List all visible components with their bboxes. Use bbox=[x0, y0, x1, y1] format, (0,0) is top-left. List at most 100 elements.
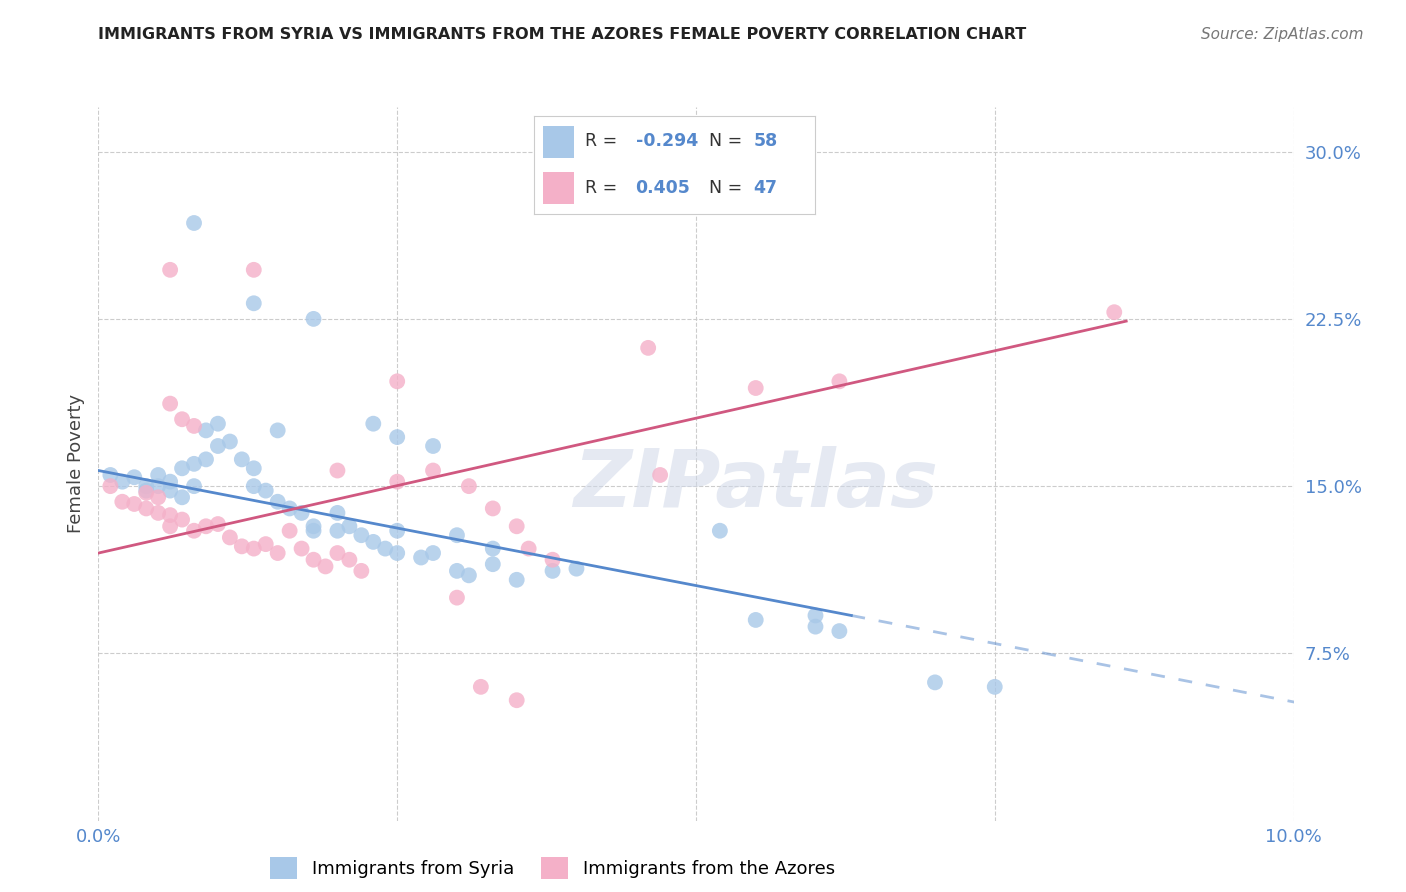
Point bbox=[111, 494, 134, 508]
Point bbox=[385, 375, 409, 389]
Point bbox=[207, 417, 229, 431]
Point bbox=[302, 312, 325, 326]
Point bbox=[231, 539, 253, 553]
Point bbox=[411, 550, 433, 565]
Point bbox=[98, 467, 122, 482]
Point bbox=[302, 519, 325, 533]
Point bbox=[243, 263, 266, 277]
Point bbox=[135, 485, 157, 500]
Point bbox=[148, 467, 170, 482]
Text: 58: 58 bbox=[754, 133, 778, 151]
Legend: Immigrants from Syria, Immigrants from the Azores: Immigrants from Syria, Immigrants from t… bbox=[270, 857, 835, 880]
Point bbox=[183, 419, 205, 434]
Point bbox=[924, 675, 946, 690]
Text: N =: N = bbox=[709, 133, 748, 151]
Point bbox=[517, 541, 540, 556]
Point bbox=[183, 457, 205, 471]
Point bbox=[470, 680, 492, 694]
Point bbox=[363, 534, 385, 549]
Point bbox=[745, 613, 768, 627]
Point bbox=[183, 479, 205, 493]
Point bbox=[385, 524, 409, 538]
Point bbox=[231, 452, 253, 467]
Point bbox=[98, 479, 122, 493]
Point bbox=[326, 506, 349, 520]
Point bbox=[565, 562, 588, 576]
Point bbox=[983, 680, 1005, 694]
Point bbox=[159, 396, 181, 410]
Point bbox=[207, 439, 229, 453]
Point bbox=[194, 519, 218, 533]
Point bbox=[159, 263, 181, 277]
Point bbox=[219, 530, 242, 544]
Point bbox=[422, 546, 444, 560]
Point bbox=[828, 375, 851, 389]
Point bbox=[385, 475, 409, 489]
Point bbox=[159, 475, 181, 489]
Point bbox=[458, 479, 481, 493]
Point bbox=[709, 524, 731, 538]
Point bbox=[385, 430, 409, 444]
Point bbox=[135, 483, 157, 498]
Point bbox=[374, 541, 396, 556]
Point bbox=[446, 528, 468, 542]
Point bbox=[326, 524, 349, 538]
Point bbox=[339, 552, 360, 567]
Point bbox=[159, 519, 181, 533]
Point bbox=[302, 552, 325, 567]
Point bbox=[254, 483, 277, 498]
Point bbox=[207, 516, 229, 531]
Point bbox=[506, 693, 529, 707]
Point bbox=[159, 508, 181, 522]
Point bbox=[194, 424, 218, 438]
Point bbox=[385, 546, 409, 560]
Point bbox=[339, 519, 360, 533]
Point bbox=[267, 424, 290, 438]
Point bbox=[422, 439, 444, 453]
Text: IMMIGRANTS FROM SYRIA VS IMMIGRANTS FROM THE AZORES FEMALE POVERTY CORRELATION C: IMMIGRANTS FROM SYRIA VS IMMIGRANTS FROM… bbox=[98, 27, 1026, 42]
Point bbox=[148, 506, 170, 520]
Point bbox=[254, 537, 277, 551]
Point bbox=[315, 559, 337, 574]
Point bbox=[804, 608, 827, 623]
Point bbox=[363, 417, 385, 431]
Point bbox=[172, 461, 194, 475]
Point bbox=[804, 619, 827, 633]
Point bbox=[637, 341, 659, 355]
Point bbox=[194, 452, 218, 467]
Point bbox=[506, 573, 529, 587]
Text: 0.405: 0.405 bbox=[636, 178, 690, 196]
Point bbox=[243, 541, 266, 556]
Text: Source: ZipAtlas.com: Source: ZipAtlas.com bbox=[1201, 27, 1364, 42]
Point bbox=[326, 464, 349, 478]
Point bbox=[481, 541, 505, 556]
Point bbox=[326, 546, 349, 560]
Point bbox=[267, 494, 290, 508]
Point bbox=[446, 564, 468, 578]
Point bbox=[172, 512, 194, 526]
Point bbox=[481, 501, 505, 516]
Point bbox=[541, 552, 564, 567]
Point bbox=[302, 524, 325, 538]
Point bbox=[243, 296, 266, 310]
Point bbox=[350, 528, 373, 542]
Point bbox=[1104, 305, 1126, 319]
Text: 47: 47 bbox=[754, 178, 778, 196]
Y-axis label: Female Poverty: Female Poverty bbox=[66, 394, 84, 533]
Point bbox=[350, 564, 373, 578]
Point bbox=[159, 483, 181, 498]
Point bbox=[135, 501, 157, 516]
Text: R =: R = bbox=[585, 133, 623, 151]
Point bbox=[124, 497, 146, 511]
FancyBboxPatch shape bbox=[543, 126, 574, 158]
Point bbox=[278, 524, 301, 538]
Point bbox=[506, 519, 529, 533]
Text: R =: R = bbox=[585, 178, 628, 196]
Point bbox=[172, 412, 194, 426]
Point bbox=[745, 381, 768, 395]
Point bbox=[243, 479, 266, 493]
Point bbox=[135, 479, 157, 493]
Point bbox=[172, 491, 194, 505]
Point bbox=[290, 506, 312, 520]
Point bbox=[458, 568, 481, 582]
